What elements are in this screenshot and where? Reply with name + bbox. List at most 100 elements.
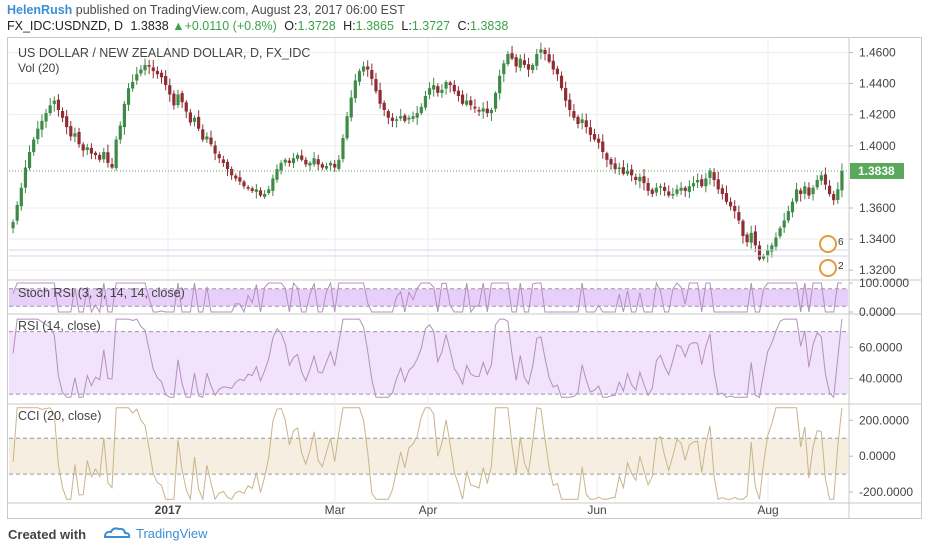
chart-frame[interactable]	[7, 37, 922, 519]
candle-body	[605, 153, 609, 160]
candle-body	[98, 154, 102, 160]
candle-body	[716, 179, 720, 190]
candle-body	[56, 99, 61, 110]
candle-body	[687, 186, 691, 192]
candle-body	[131, 82, 135, 89]
candle-body	[110, 164, 114, 168]
candle-body	[753, 231, 757, 246]
candle-body	[230, 168, 234, 176]
candle-body	[489, 110, 494, 114]
candle-body	[786, 211, 790, 221]
candle-body	[11, 222, 15, 229]
candle-body	[366, 66, 370, 70]
candle-body	[799, 190, 803, 194]
candle-body	[782, 220, 786, 228]
candle-body	[333, 163, 337, 168]
price-tick-label: 1.4000	[859, 139, 896, 153]
candle-body	[176, 94, 180, 106]
candle-body	[246, 187, 250, 189]
candle-body	[341, 138, 345, 160]
candle-body	[81, 144, 85, 151]
candle-body	[291, 158, 296, 164]
candle-body	[745, 234, 749, 243]
created-with-text: Created with	[8, 527, 87, 542]
candle-body	[526, 64, 531, 70]
brand-name: TradingView	[136, 526, 208, 541]
candle-body	[27, 152, 32, 168]
candle-body	[671, 194, 675, 196]
candle-body	[345, 116, 349, 139]
candle-body	[411, 116, 415, 119]
candle-body	[481, 108, 485, 112]
candle-body	[811, 187, 815, 195]
candle-body	[122, 103, 127, 128]
candle-body	[465, 100, 469, 105]
up-arrow-icon: ▲	[172, 19, 185, 33]
candle-body	[634, 176, 638, 180]
candle-body	[510, 53, 514, 59]
candle-body	[126, 88, 131, 105]
candle-body	[225, 161, 230, 170]
candle-body	[415, 113, 419, 118]
candle-body	[485, 108, 489, 114]
candle-body	[283, 159, 287, 163]
candle-body	[60, 110, 65, 118]
candle-body	[407, 117, 411, 120]
candle-body	[324, 166, 329, 169]
candle-body	[201, 129, 205, 140]
candle-body	[23, 167, 28, 188]
candle-body	[419, 106, 423, 114]
volume-label: Vol (20)	[18, 61, 59, 75]
candle-body	[423, 96, 428, 108]
candle-body	[238, 177, 242, 182]
candle-body	[675, 189, 679, 194]
candle-body	[625, 170, 630, 174]
price-tick-label: 1.3600	[859, 201, 896, 215]
candle-body	[543, 50, 547, 54]
time-axis-label: Jun	[587, 503, 606, 517]
candle-body	[803, 186, 807, 194]
tradingview-logo[interactable]: TradingView	[103, 526, 208, 542]
high-value: 1.3865	[355, 19, 394, 33]
candle-body	[304, 159, 308, 165]
last-price-tag	[850, 162, 904, 179]
event-badge-count: 2	[838, 261, 844, 272]
candle-body	[832, 194, 836, 201]
candle-body	[708, 170, 712, 178]
rsi-tick-label: 60.0000	[859, 340, 903, 354]
candle-body	[40, 120, 44, 130]
candle-body	[601, 141, 605, 152]
stoch-rsi-series-line	[12, 281, 842, 314]
close-value: 1.3838	[470, 19, 509, 33]
candle-body	[209, 137, 213, 145]
candle-body	[221, 159, 225, 163]
candle-body	[724, 193, 729, 202]
candle-body	[357, 71, 362, 82]
publish-line: HelenRush published on TradingView.com, …	[7, 3, 405, 17]
candle-body	[143, 64, 147, 71]
candle-body	[460, 94, 465, 104]
candle-body	[197, 116, 201, 129]
candle-body	[349, 97, 353, 118]
candle-body	[275, 169, 279, 180]
candle-body	[539, 49, 543, 53]
candle-body	[514, 57, 518, 67]
candle-body	[638, 176, 642, 182]
published-text: published on TradingView.com, August 23,…	[75, 3, 405, 17]
price-tick-label: 1.4200	[859, 108, 896, 122]
event-badge-icon	[819, 235, 837, 253]
candle-body	[271, 178, 275, 191]
event-badge-count: 6	[838, 237, 844, 248]
candle-body	[584, 120, 588, 128]
candle-body	[712, 172, 716, 180]
time-axis-label: Mar	[325, 503, 346, 517]
price-tick-label: 1.4400	[859, 77, 896, 91]
candle-body	[390, 117, 395, 121]
candle-body	[704, 178, 708, 187]
author-link[interactable]: HelenRush	[7, 3, 73, 17]
open-label: O:	[284, 19, 298, 33]
candle-body	[654, 187, 658, 193]
candle-body	[279, 162, 283, 171]
candle-body	[308, 162, 312, 166]
